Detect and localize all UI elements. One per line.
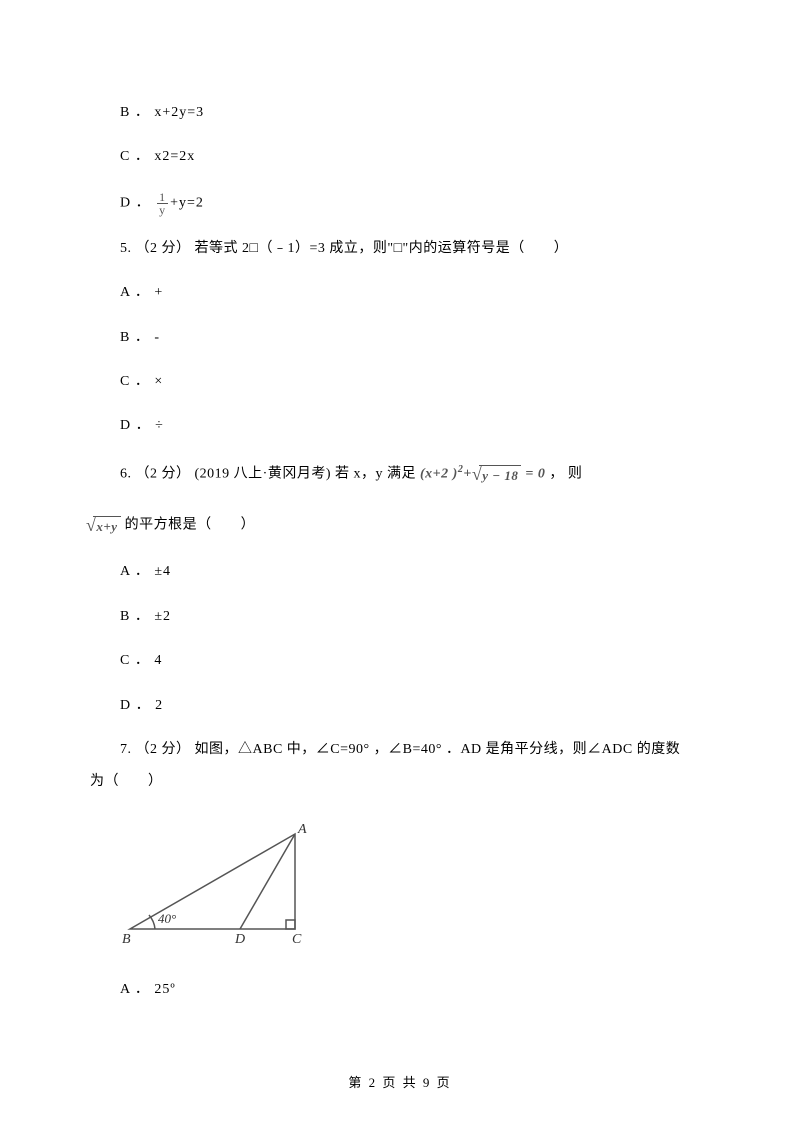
question-7-line2: 为（ ） [90,771,710,793]
question-6: 6. （2 分） (2019 八上·黄冈月考) 若 x，y 满足 (x+2 )2… [120,460,710,489]
option-d: D ． 1y+y=2 [120,191,710,216]
right-angle-mark [286,920,295,929]
vertex-c-label: C [292,932,302,947]
q6-plus: + [463,466,471,481]
vertex-b-label: B [122,932,131,947]
q6-option-b: B ． ±2 [120,606,710,628]
page-footer: 第 2 页 共 9 页 [0,1073,800,1094]
angle-40-label: 40° [158,911,176,926]
q6-expression: (x+2 )2+√y − 18 = 0 [420,460,545,489]
vertex-d-label: D [234,932,245,947]
sqrt-x-plus-y: √x+y [86,511,121,540]
sqrt-y-minus-18: √y − 18 [472,460,522,489]
question-5: 5. （2 分） 若等式 2□（﹣1）=3 成立，则"□"内的运算符号是（ ） [120,238,710,260]
frac-den: y [157,204,168,216]
triangle-abc [130,834,295,929]
q5-option-b: B ． - [120,327,710,349]
q5-option-c: C ． × [120,371,710,393]
question-6-cont: √x+y 的平方根是（ ） [90,511,710,540]
q7-option-a: A ． 25º [120,979,710,1001]
q6-option-a: A ． ±4 [120,561,710,583]
q5-option-a: A ． + [120,282,710,304]
option-d-suffix: +y=2 [170,196,204,211]
option-c: C ． x2=2x [120,146,710,168]
q6-line2-rest: 的平方根是（ ） [125,517,256,532]
triangle-svg: 40° A B C D [120,819,330,949]
line-ad [240,834,295,929]
question-7-line1: 7. （2 分） 如图，△ABC 中，∠C=90° ，∠B=40° ．AD 是角… [120,739,710,761]
q6-suffix: ， 则 [549,466,582,481]
fraction-1-over-y: 1y [157,191,168,216]
q6-part1: (x+2 ) [420,466,458,481]
q6-option-c: C ． 4 [120,650,710,672]
vertex-a-label: A [297,822,307,837]
q5-option-d: D ． ÷ [120,415,710,437]
sqrt-arg-1: y − 18 [479,465,521,487]
frac-num: 1 [157,191,168,204]
triangle-figure: 40° A B C D [120,819,710,957]
q6-option-d: D ． 2 [120,695,710,717]
option-b: B ． x+2y=3 [120,102,710,124]
sqrt-arg-2: x+y [93,516,120,538]
q6-prefix: 6. （2 分） (2019 八上·黄冈月考) 若 x，y 满足 [120,466,420,481]
option-d-prefix: D ． [120,196,155,211]
q6-eq: = 0 [521,466,545,481]
